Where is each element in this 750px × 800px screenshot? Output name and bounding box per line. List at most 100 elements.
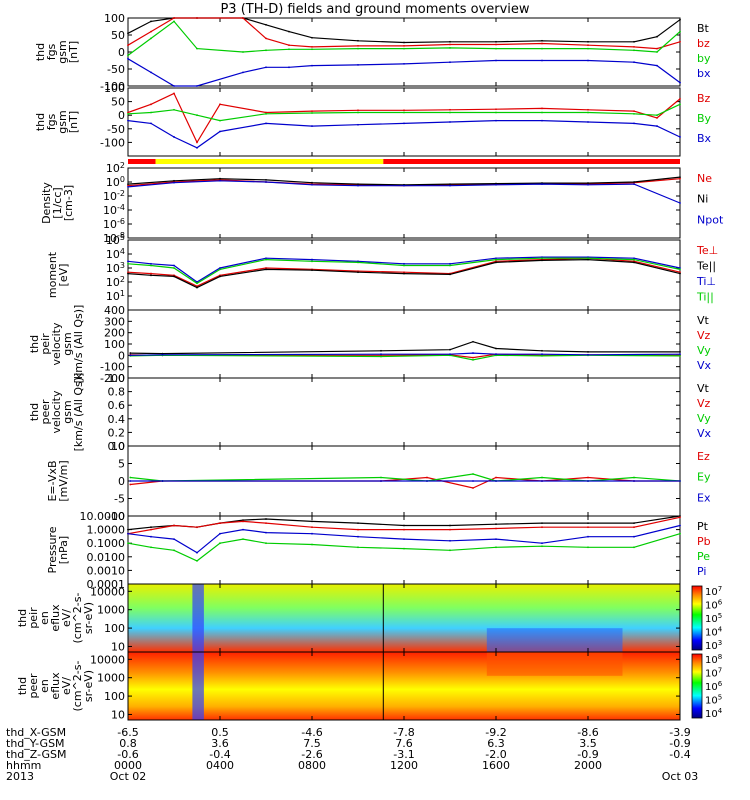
y-tick-label: 50 [111,96,125,109]
y-axis-label: velocity [50,322,63,365]
y-tick-label: 0 [118,109,125,122]
data-point [196,285,198,288]
data-point [633,526,635,529]
data-point [265,518,267,520]
mode-bar-segment [155,159,384,164]
legend-entry-Ez: Ez [697,450,710,463]
series-line-Vt [130,341,680,355]
data-point [150,546,152,549]
y-axis-label: [km/s (All Qs)] [72,305,85,384]
data-point [196,114,198,117]
data-point [311,258,313,261]
colorbar-tick-label: 104 [705,707,723,720]
y-axis-label: eflux [49,672,62,700]
y-axis-label: [cm-3] [62,185,75,221]
y-tick-label: 105 [106,233,125,247]
data-point [265,178,267,181]
data-point [150,20,152,23]
data-point [679,176,681,179]
data-point [127,542,129,545]
data-point [150,264,152,267]
data-point [679,515,681,517]
legend-entry-Vx: Vx [697,427,712,440]
ephem-x-value: -9.2 [485,726,507,739]
data-point [357,528,359,531]
y-axis-label: E=-VxB [46,460,59,501]
data-point [449,524,451,527]
series-line-Pb [127,516,681,535]
data-point [219,103,221,106]
y-axis-label: peer [27,673,40,699]
data-point [541,476,543,479]
data-point [449,40,451,43]
y-axis-label: thd [34,113,47,131]
y-axis-label: eV/ [60,609,73,627]
legend-entry-Vt: Vt [697,382,710,395]
data-point [127,262,129,265]
data-point [150,103,152,106]
y-tick-label: 200 [104,327,125,340]
data-point [656,47,658,50]
series-line-Bx [127,119,681,149]
ephem-y-value: 3.5 [579,737,597,750]
data-point [633,61,635,64]
data-point [656,117,658,119]
y-tick-label: -100 [100,80,125,93]
data-point [127,184,129,187]
data-point [495,258,497,261]
data-point [449,47,451,49]
data-point [449,121,451,123]
data-point [587,535,589,538]
y-tick-label: 0.8 [108,386,126,399]
data-point [150,274,152,277]
data-point [196,551,198,554]
ephem-x-value: -7.8 [393,726,415,739]
data-point [541,259,543,262]
data-point [173,108,175,111]
legend-entry-Vy: Vy [697,412,711,425]
y-tick-label: 100 [104,82,125,95]
data-point [633,522,635,525]
colorbar-tick-label: 107 [705,667,722,680]
ephem-z-value: -3.1 [393,748,415,761]
legend-entry-Ne: Ne [697,172,712,185]
data-point [679,81,681,84]
legend-entry-Vy: Vy [697,344,711,357]
y-tick-label: 100 [104,690,125,703]
data-point [242,71,244,74]
legend-entry-Te||: Te|| [696,260,716,273]
data-point [311,260,313,263]
data-point [495,546,497,549]
data-point [242,528,244,531]
data-point [679,355,681,357]
ephem-x-value: -8.6 [577,726,599,739]
data-point [449,262,451,265]
data-point [495,523,497,526]
y-axis-label: Density [40,182,53,224]
y-axis-label: Pressure [46,526,59,573]
y-tick-label: 102 [106,275,125,289]
data-point [495,347,497,350]
y-tick-label: 50 [111,29,125,42]
ephem-x-value: 0.5 [211,726,229,739]
y-tick-label: 1000 [97,672,125,685]
data-point [633,257,635,260]
data-point [495,261,497,264]
data-point [265,522,267,525]
data-point [495,480,497,482]
data-point [127,260,129,263]
data-point [403,122,405,125]
data-point [196,559,198,562]
data-point [679,177,681,180]
y-tick-label: 102 [106,161,125,175]
legend-entry-Pt: Pt [697,520,709,533]
y-axis-label: thd [16,677,29,695]
ephem-label-year: 2013 [6,770,34,783]
y-axis-label: [nPa] [57,536,70,564]
data-point [587,480,589,482]
data-point [495,108,497,111]
data-point [403,271,405,274]
data-point [265,542,267,545]
mode-bar-segment [383,159,680,164]
